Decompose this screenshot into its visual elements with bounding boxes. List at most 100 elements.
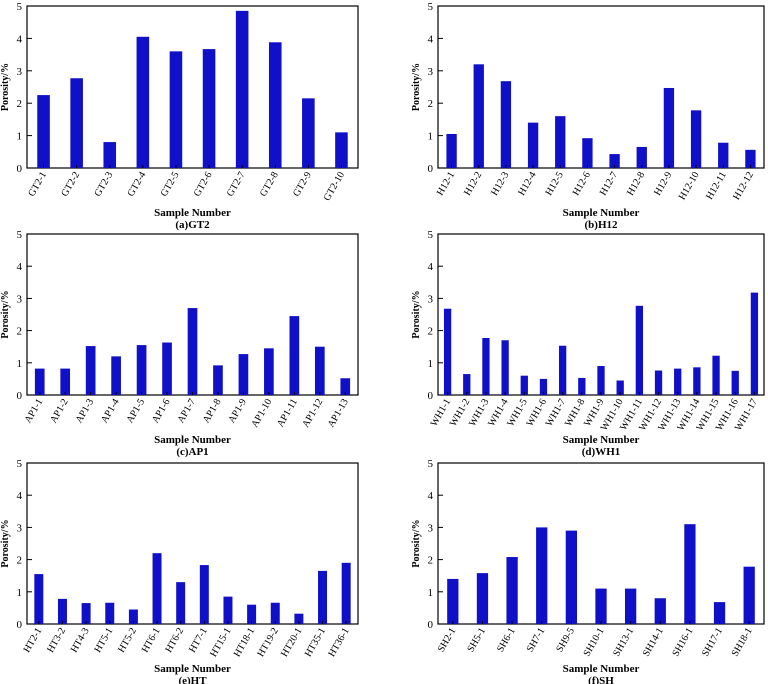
bar (60, 368, 71, 395)
y-tick-label: 3 (428, 66, 434, 78)
y-tick-label: 0 (428, 619, 434, 631)
x-tick-label: HT4-3 (69, 626, 92, 655)
bar (693, 367, 701, 395)
y-tick-label: 4 (428, 261, 434, 273)
x-tick-label: GT2-10 (322, 170, 347, 203)
bar (743, 566, 755, 624)
y-axis-label: Porosity/% (0, 290, 11, 338)
bar (506, 557, 518, 624)
y-tick-label: 4 (428, 33, 434, 45)
x-axis-label: Sample Number (563, 207, 640, 219)
x-tick-label: SH7-1 (525, 626, 548, 654)
bar (136, 345, 147, 395)
bar (712, 355, 720, 395)
y-tick-label: 4 (428, 490, 434, 502)
x-tick-label: HT7-1 (187, 626, 210, 655)
x-tick-label: SH6-1 (495, 626, 518, 654)
x-tick-label: GT2-8 (258, 170, 281, 199)
bar (37, 95, 50, 168)
y-tick-label: 0 (17, 619, 23, 631)
bar (684, 524, 696, 624)
bar (527, 122, 539, 168)
panel-caption: (d)WH1 (582, 446, 621, 458)
x-axis-label: Sample Number (154, 663, 231, 675)
bar (187, 308, 198, 395)
y-tick-label: 0 (17, 163, 23, 175)
bar (582, 138, 593, 168)
bar (616, 380, 624, 395)
bar (152, 553, 162, 624)
bar (690, 110, 702, 168)
x-tick-label: SH13-1 (611, 626, 636, 658)
x-axis-label: Sample Number (154, 207, 231, 219)
y-tick-label: 2 (428, 326, 434, 338)
bar (264, 348, 274, 395)
x-tick-label: GT2-6 (192, 170, 215, 199)
y-tick-label: 1 (428, 131, 434, 143)
bar (476, 573, 489, 624)
bar (578, 377, 586, 395)
panel-caption: (f)SH (588, 675, 614, 684)
plot-frame (26, 462, 359, 625)
bar (565, 530, 577, 624)
x-tick-label: SH2-1 (436, 626, 459, 654)
bar (482, 338, 490, 395)
bar (85, 346, 96, 395)
y-tick-label: 5 (17, 458, 23, 470)
bar (294, 613, 304, 624)
bar (136, 36, 150, 168)
x-tick-label: HT5-1 (92, 626, 115, 655)
y-tick-label: 3 (17, 293, 23, 305)
x-tick-label: GT2-4 (126, 170, 149, 199)
y-axis-label: Porosity/% (411, 63, 422, 111)
bar (202, 49, 216, 169)
x-tick-label: HT15-1 (208, 626, 233, 659)
chart-ht: 0 1 2 3 4 5 HT2-1 HT3-2 HT4-3 HT5-1 HT5-2 HT6-1 HT6-… (0, 458, 359, 684)
x-tick-label: AP1-4 (99, 397, 122, 425)
plot-frame (437, 5, 765, 169)
y-tick-label: 1 (428, 358, 434, 370)
bar (57, 598, 67, 624)
y-tick-label: 2 (17, 98, 23, 110)
bar (289, 316, 300, 395)
y-tick-label: 3 (428, 522, 434, 534)
x-tick-label: HT2-1 (22, 626, 45, 655)
bar (111, 356, 121, 395)
bar (302, 98, 315, 168)
x-tick-label: AP1-11 (275, 397, 300, 429)
x-axis-label: Sample Number (563, 434, 640, 446)
bar (335, 132, 348, 168)
bar (81, 603, 91, 624)
x-tick-label: AP1-2 (48, 397, 71, 425)
y-tick-label: 4 (17, 490, 23, 502)
bar (446, 133, 457, 168)
bar (750, 292, 759, 395)
x-tick-label: GT2-3 (92, 170, 115, 199)
y-tick-label: 1 (17, 587, 23, 599)
x-tick-label: AP1-8 (201, 397, 224, 425)
x-tick-label: HT19-2 (255, 626, 280, 659)
bar (341, 562, 351, 624)
x-tick-label: HT18-1 (232, 626, 257, 659)
x-tick-label: GT2-2 (59, 170, 82, 199)
bar (718, 142, 729, 168)
bar (270, 602, 280, 624)
bar (609, 154, 620, 168)
bar (636, 146, 647, 168)
x-tick-label: SH9-5 (554, 626, 577, 654)
y-tick-label: 2 (17, 326, 23, 338)
bar (663, 87, 675, 168)
y-tick-label: 1 (17, 358, 23, 370)
y-tick-label: 5 (428, 229, 434, 241)
bar (625, 588, 637, 624)
x-tick-label: HT6-1 (140, 626, 163, 655)
bar (318, 570, 328, 624)
y-tick-label: 2 (17, 555, 23, 567)
y-tick-label: 2 (428, 555, 434, 567)
y-tick-label: 0 (428, 163, 434, 175)
bar (34, 368, 45, 395)
x-tick-label: H12-12 (731, 170, 756, 202)
y-tick-label: 0 (17, 390, 23, 402)
x-tick-label: HT5-2 (116, 626, 139, 655)
